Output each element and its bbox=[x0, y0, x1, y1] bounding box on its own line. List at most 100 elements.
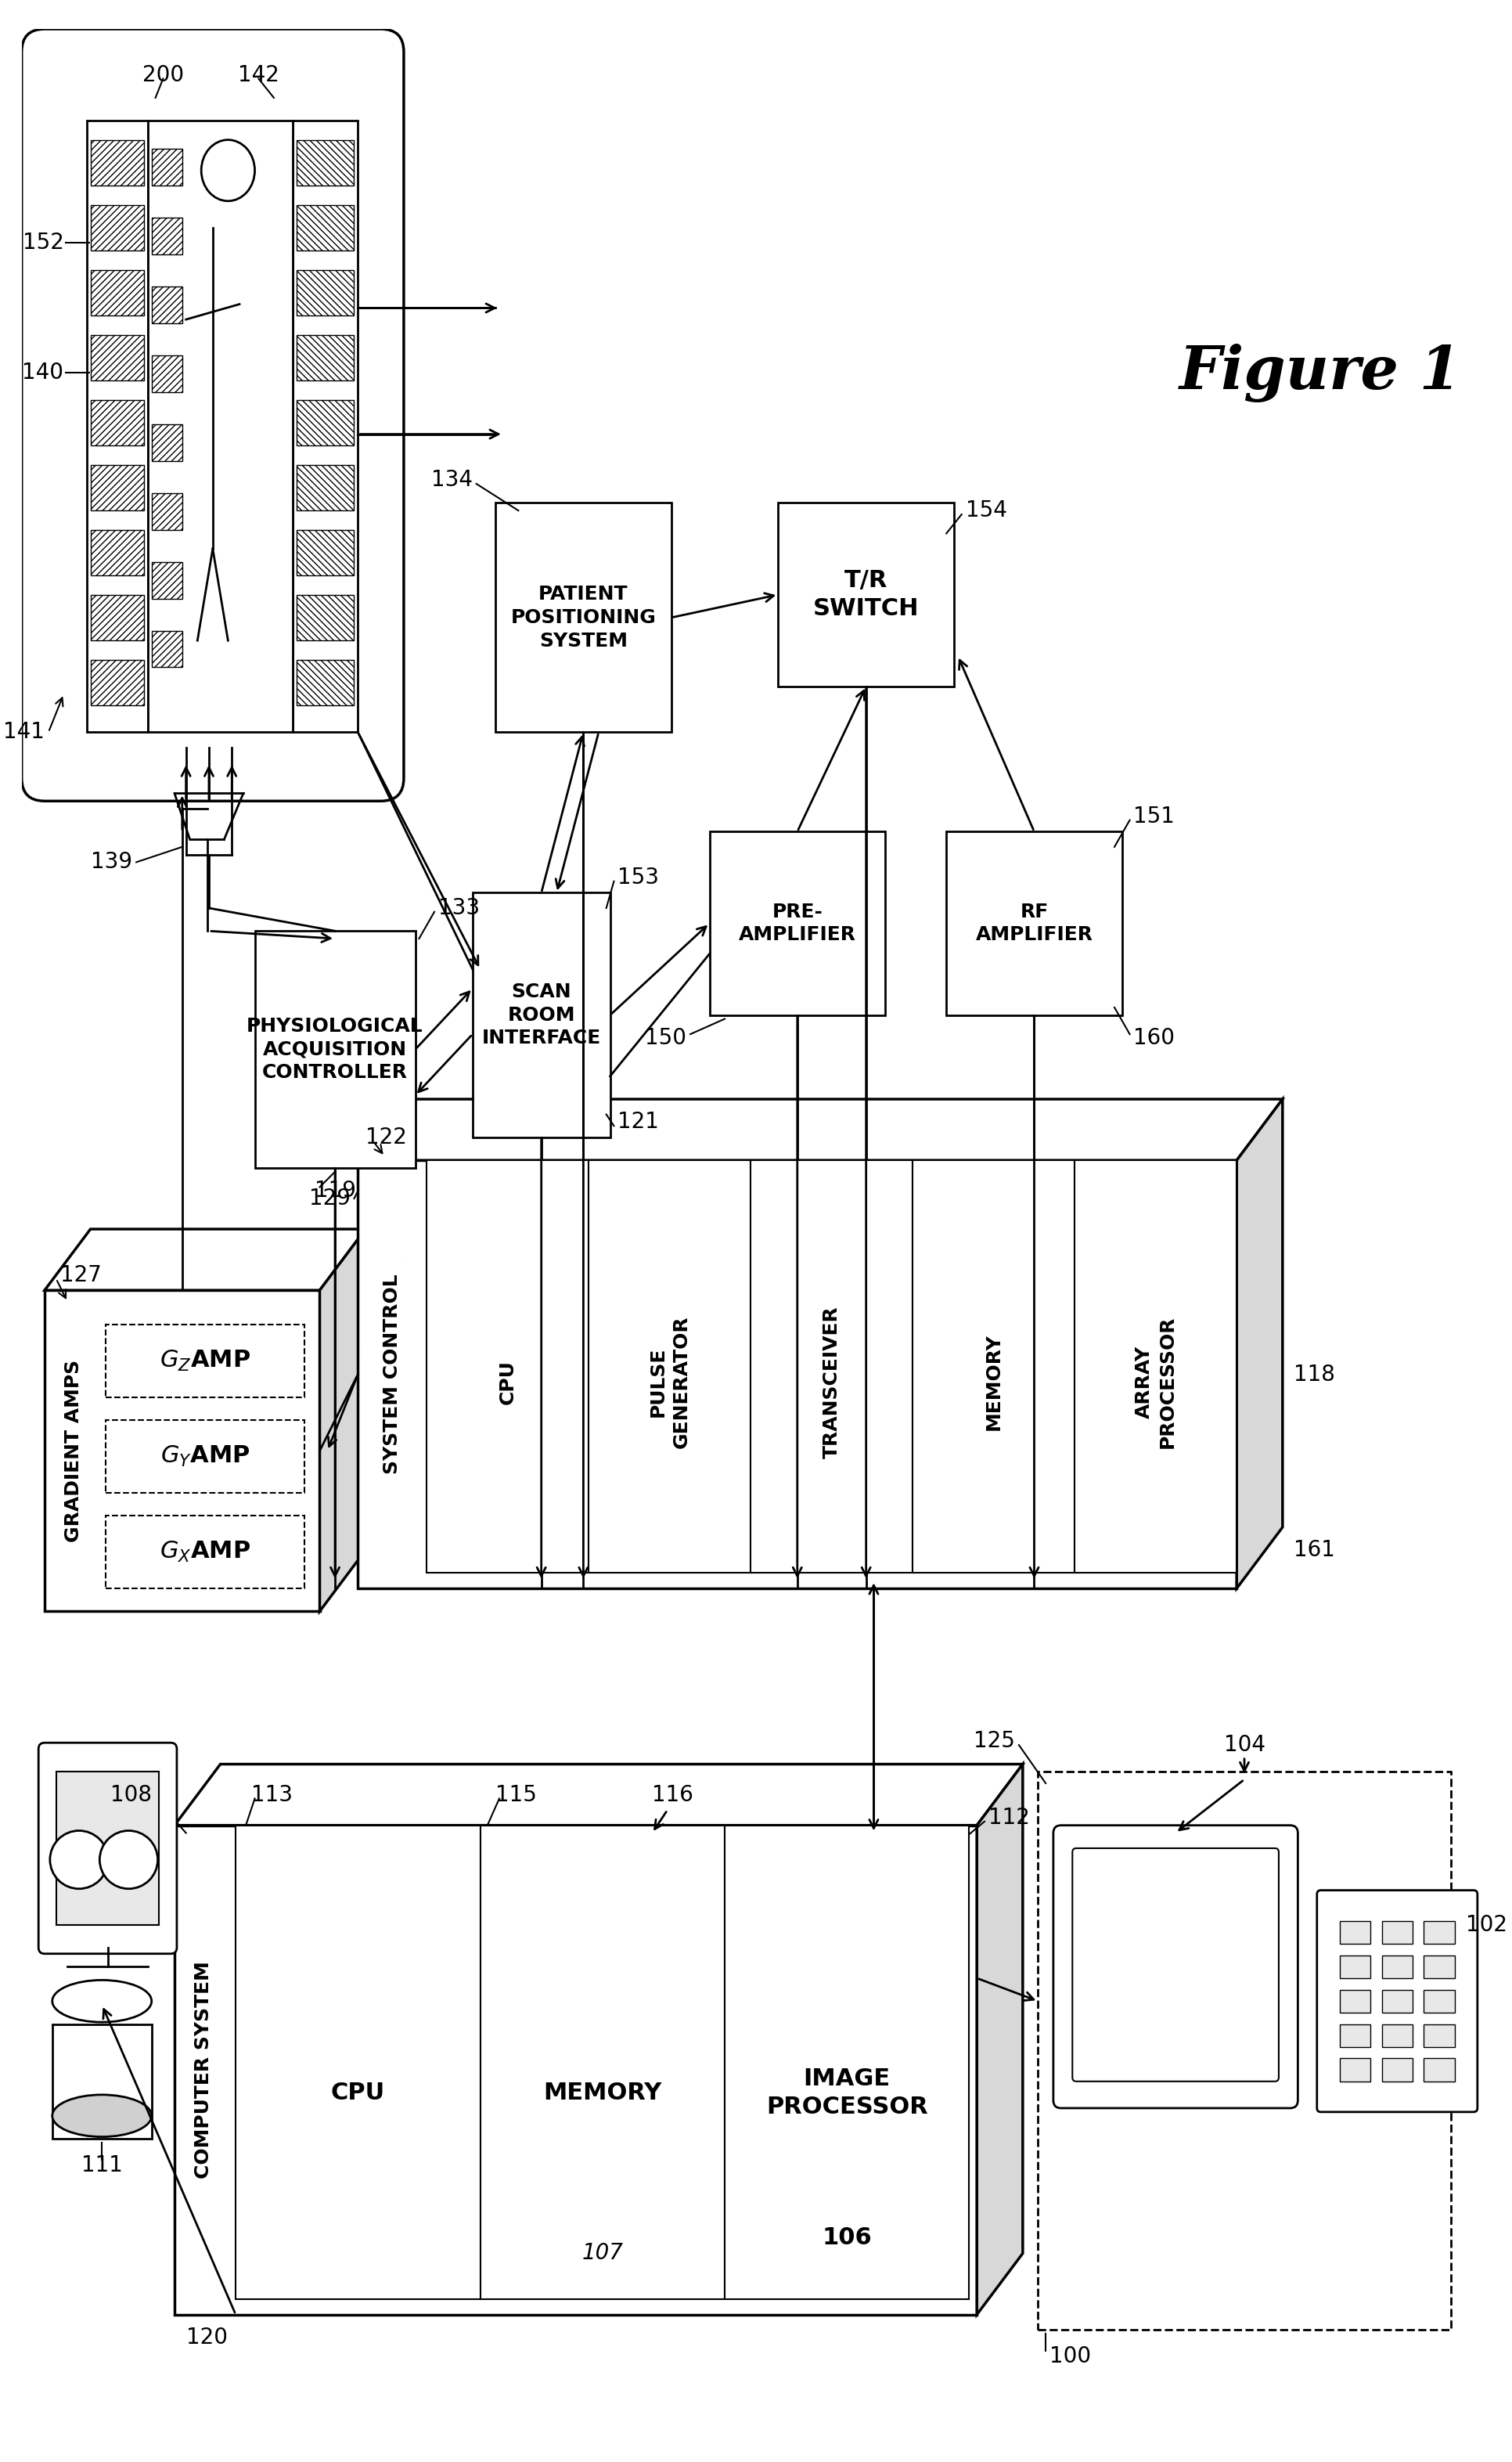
Text: 118: 118 bbox=[1293, 1364, 1335, 1386]
Polygon shape bbox=[44, 1229, 366, 1290]
Text: 108: 108 bbox=[110, 1785, 151, 1805]
Bar bbox=[151, 217, 181, 254]
Text: MEMORY: MEMORY bbox=[984, 1334, 1002, 1430]
Bar bbox=[151, 150, 181, 185]
Text: $G_Y$AMP: $G_Y$AMP bbox=[160, 1443, 249, 1467]
Text: 160: 160 bbox=[1132, 1027, 1175, 1049]
FancyBboxPatch shape bbox=[1317, 1891, 1477, 2112]
Ellipse shape bbox=[53, 2095, 151, 2137]
Bar bbox=[91, 335, 144, 382]
Text: 111: 111 bbox=[82, 2154, 122, 2176]
Text: 134: 134 bbox=[431, 470, 472, 490]
Bar bbox=[151, 492, 181, 529]
Bar bbox=[91, 660, 144, 707]
Bar bbox=[91, 271, 144, 315]
Text: 121: 121 bbox=[617, 1110, 659, 1133]
Bar bbox=[1423, 1989, 1453, 2011]
Bar bbox=[296, 596, 354, 640]
Bar bbox=[236, 1824, 479, 2300]
Text: ARRAY
PROCESSOR: ARRAY PROCESSOR bbox=[1134, 1315, 1176, 1448]
Bar bbox=[1340, 1955, 1370, 1977]
FancyBboxPatch shape bbox=[38, 1743, 177, 1955]
Bar bbox=[426, 1160, 588, 1573]
Text: 142: 142 bbox=[237, 64, 280, 86]
Bar bbox=[296, 271, 354, 315]
Bar bbox=[56, 1773, 159, 1925]
Bar bbox=[296, 335, 354, 382]
Bar bbox=[91, 465, 144, 510]
Text: PULSE
GENERATOR: PULSE GENERATOR bbox=[649, 1315, 691, 1448]
Bar bbox=[1340, 1920, 1370, 1945]
Text: 119: 119 bbox=[314, 1179, 355, 1201]
Polygon shape bbox=[358, 1098, 1282, 1160]
Bar bbox=[296, 465, 354, 510]
Bar bbox=[296, 529, 354, 576]
Bar bbox=[151, 423, 181, 460]
Circle shape bbox=[50, 1832, 107, 1888]
Circle shape bbox=[100, 1832, 157, 1888]
Text: PRE-
AMPLIFIER: PRE- AMPLIFIER bbox=[738, 901, 856, 945]
Bar bbox=[296, 204, 354, 251]
Bar bbox=[174, 1824, 977, 2314]
Text: 129: 129 bbox=[308, 1187, 351, 1209]
Bar bbox=[358, 1160, 1237, 1588]
Bar bbox=[91, 529, 144, 576]
Bar bbox=[296, 140, 354, 185]
Bar bbox=[1340, 2024, 1370, 2046]
Text: 113: 113 bbox=[251, 1785, 292, 1805]
Text: 139: 139 bbox=[91, 852, 133, 874]
Text: 150: 150 bbox=[644, 1027, 686, 1049]
Bar bbox=[1423, 2058, 1453, 2080]
Polygon shape bbox=[977, 1765, 1022, 2314]
Polygon shape bbox=[1237, 1098, 1282, 1588]
Text: 106: 106 bbox=[821, 2226, 871, 2250]
Text: 141: 141 bbox=[3, 721, 44, 744]
Text: 152: 152 bbox=[23, 231, 64, 254]
Bar bbox=[750, 1160, 912, 1573]
Text: 112: 112 bbox=[987, 1807, 1030, 1829]
Polygon shape bbox=[174, 1765, 1022, 1824]
Text: PHYSIOLOGICAL
ACQUISITION
CONTROLLER: PHYSIOLOGICAL ACQUISITION CONTROLLER bbox=[246, 1017, 423, 1083]
Text: 151: 151 bbox=[1132, 805, 1175, 827]
Text: GRADIENT AMPS: GRADIENT AMPS bbox=[64, 1359, 83, 1541]
Bar bbox=[1380, 1920, 1412, 1945]
Bar bbox=[1380, 2024, 1412, 2046]
Bar bbox=[91, 204, 144, 251]
Bar bbox=[151, 630, 181, 667]
Text: 125: 125 bbox=[974, 1731, 1015, 1753]
FancyBboxPatch shape bbox=[21, 30, 404, 800]
Bar bbox=[1423, 1920, 1453, 1945]
FancyBboxPatch shape bbox=[1052, 1824, 1297, 2107]
Bar bbox=[293, 121, 358, 731]
Bar bbox=[91, 596, 144, 640]
Text: CPU: CPU bbox=[497, 1359, 517, 1403]
Bar bbox=[1380, 1955, 1412, 1977]
Bar bbox=[151, 355, 181, 391]
Bar bbox=[1423, 2024, 1453, 2046]
Bar bbox=[106, 1325, 304, 1398]
Bar bbox=[106, 1421, 304, 1492]
Bar bbox=[1074, 1160, 1237, 1573]
Bar bbox=[472, 894, 609, 1137]
Polygon shape bbox=[319, 1229, 366, 1610]
Bar bbox=[296, 660, 354, 707]
Bar bbox=[148, 121, 293, 731]
Bar bbox=[588, 1160, 750, 1573]
Bar bbox=[44, 1290, 319, 1610]
Bar bbox=[91, 399, 144, 446]
Bar bbox=[947, 832, 1122, 1014]
Text: 127: 127 bbox=[60, 1263, 101, 1285]
Text: Figure 1: Figure 1 bbox=[1179, 345, 1461, 401]
Text: CPU: CPU bbox=[331, 2080, 386, 2105]
Text: 100: 100 bbox=[1049, 2346, 1090, 2368]
Bar bbox=[1380, 1989, 1412, 2011]
Bar bbox=[151, 286, 181, 323]
Bar bbox=[1037, 1773, 1450, 2329]
Text: $G_Z$AMP: $G_Z$AMP bbox=[160, 1349, 251, 1374]
Bar bbox=[151, 561, 181, 598]
Text: 107: 107 bbox=[582, 2243, 623, 2265]
Text: 200: 200 bbox=[142, 64, 184, 86]
Bar bbox=[254, 931, 414, 1167]
Bar bbox=[1340, 1989, 1370, 2011]
Bar bbox=[496, 502, 671, 731]
